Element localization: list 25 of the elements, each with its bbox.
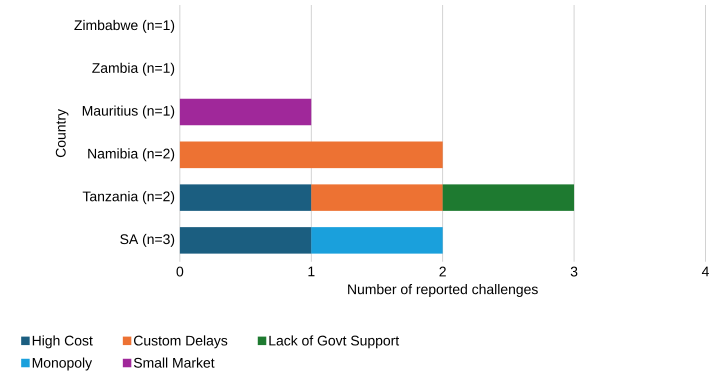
bar	[442, 184, 574, 212]
x-tick-label: 3	[570, 266, 578, 277]
bar	[311, 227, 443, 254]
legend-label: Monopoly	[32, 358, 92, 371]
bar	[311, 184, 443, 212]
legend-label: Custom Delays	[134, 335, 228, 348]
bar	[180, 98, 312, 126]
x-tick-label: 4	[702, 266, 709, 276]
y-tick-label: Mauritius (n=1)	[82, 106, 174, 119]
y-tick-label: Zambia (n=1)	[92, 62, 174, 76]
legend-label: High Cost	[32, 335, 93, 348]
bar	[180, 142, 443, 168]
legend-label: Small Market	[134, 358, 215, 368]
x-tick-label: 2	[440, 266, 446, 277]
y-tick-label: Tanzania (n=2)	[82, 191, 174, 204]
y-tick-label: Namibia (n=2)	[88, 148, 174, 162]
y-tick-label: Zimbabwe (n=1)	[74, 20, 174, 34]
x-tick-label: 0	[176, 266, 184, 277]
y-tick-label: SA (n=3)	[120, 234, 174, 248]
legend-label: Lack of Govt Support	[269, 335, 400, 348]
y-axis-title: Country	[56, 109, 68, 158]
x-axis-title: Number of reported challenges	[348, 284, 538, 298]
x-tick-label: 1	[308, 266, 314, 276]
bar	[180, 227, 312, 254]
bar	[180, 184, 312, 212]
